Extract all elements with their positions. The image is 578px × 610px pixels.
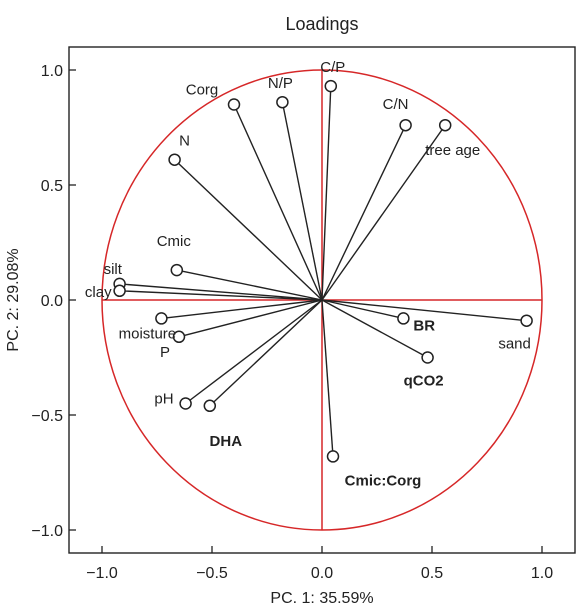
vector-ph — [185, 299, 323, 405]
label-qco2: qCO2 — [404, 373, 444, 390]
chart-title: Loadings — [285, 14, 358, 34]
point-clay — [113, 284, 126, 298]
loading-labels: C/P N/P Corg C/N tree age N Cmic silt clay moistu… — [85, 59, 531, 489]
unit-circle — [101, 69, 543, 531]
y-tick-label: 0.0 — [41, 293, 63, 310]
x-tick-label: −1.0 — [86, 565, 118, 582]
label-silt: silt — [104, 261, 123, 278]
y-tick-label: 1.0 — [41, 63, 63, 80]
x-tick-label: 0.0 — [311, 565, 333, 582]
vector-qco2 — [321, 299, 428, 359]
point-br — [397, 312, 410, 325]
vector-dha — [209, 299, 323, 407]
vector-cmic-corg — [321, 299, 334, 457]
point-corg — [227, 98, 241, 111]
vector-moisture — [161, 299, 323, 320]
label-c-p: C/P — [320, 59, 345, 76]
vector-silt — [119, 283, 323, 301]
point-qco2 — [421, 351, 434, 364]
vector-c-p — [321, 86, 332, 301]
point-n-p — [276, 95, 289, 109]
label-moisture: moisture — [119, 325, 177, 342]
loading-points — [113, 79, 533, 463]
vector-n-p — [281, 102, 323, 301]
label-n-p: N/P — [268, 75, 293, 92]
point-moisture — [155, 312, 168, 325]
x-axis-title: PC. 1: 35.59% — [270, 590, 373, 607]
point-cmic — [170, 263, 184, 277]
correlation-circle — [101, 69, 543, 531]
y-tick-label: −1.0 — [31, 523, 63, 540]
y-axis-ticks: −1.0 −0.5 0.0 0.5 1.0 — [31, 63, 76, 540]
point-dha — [203, 399, 217, 413]
label-ph: pH — [154, 391, 173, 408]
vector-corg — [233, 104, 323, 301]
x-tick-label: 0.5 — [421, 565, 443, 582]
label-corg: Corg — [186, 82, 219, 99]
point-c-n — [399, 118, 412, 132]
label-c-n: C/N — [383, 96, 409, 113]
point-sand — [520, 314, 533, 327]
x-tick-label: −0.5 — [196, 565, 228, 582]
point-ph — [179, 397, 192, 410]
vector-clay — [119, 290, 323, 301]
x-tick-label: 1.0 — [531, 565, 553, 582]
vector-c-n — [321, 124, 407, 301]
label-br: BR — [413, 317, 435, 334]
loading-vectors — [119, 86, 527, 457]
point-n — [168, 153, 181, 166]
label-n: N — [179, 133, 190, 150]
point-cmic-corg — [326, 450, 340, 463]
y-tick-label: 0.5 — [41, 178, 63, 195]
vector-sand — [321, 299, 527, 322]
point-tree-age — [438, 118, 452, 132]
vector-cmic — [176, 269, 323, 301]
y-tick-label: −0.5 — [31, 408, 63, 425]
label-dha: DHA — [210, 433, 243, 450]
label-clay: clay — [85, 284, 112, 301]
x-axis-ticks: −1.0 −0.5 0.0 0.5 1.0 — [86, 546, 553, 582]
label-sand: sand — [498, 336, 531, 353]
y-axis-title: PC. 2: 29.08% — [5, 248, 22, 351]
vector-tree-age — [321, 124, 446, 301]
label-p: P — [160, 344, 170, 361]
label-cmic: Cmic — [157, 233, 192, 250]
vector-n — [174, 159, 323, 301]
label-tree-age: tree age — [425, 142, 480, 159]
label-cmic-corg: Cmic:Corg — [345, 472, 422, 489]
vector-br — [321, 299, 404, 320]
vector-p — [178, 299, 323, 338]
point-c-p — [324, 79, 338, 93]
point-p — [172, 330, 186, 344]
